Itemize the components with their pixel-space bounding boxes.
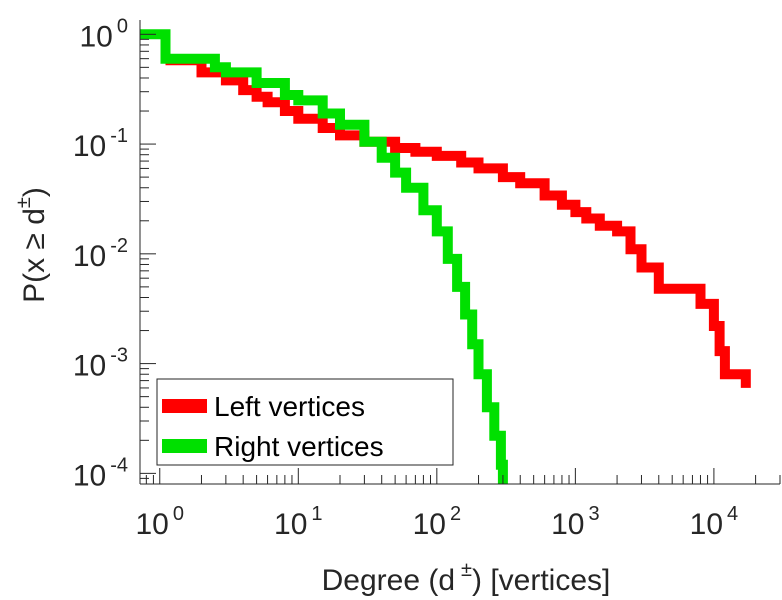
x-axis-label-superscript: ± <box>461 559 472 581</box>
y-axis-label-main: P(x ≥ d <box>18 208 51 303</box>
series-line-right-vertices <box>140 29 508 484</box>
x-tick-label-4: 10 4 <box>690 503 739 541</box>
x-tick-label-3: 10 3 <box>551 503 600 541</box>
series-layer <box>140 29 751 484</box>
y-tick-label-2: 10 -2 <box>73 235 128 273</box>
legend-label-left-vertices: Left vertices <box>214 391 365 422</box>
x-axis-label-unit: ) [vertices] <box>472 564 610 597</box>
y-tick-label-3: 10 -3 <box>73 345 128 383</box>
tick-label-layer: 10 0 10 1 10 2 10 3 10 4 10 0 10 -1 10 -2 10 -3 10 -4 <box>73 15 738 541</box>
x-tick-label-2: 10 2 <box>413 503 462 541</box>
y-tick-label-1: 10 -1 <box>73 125 128 163</box>
x-axis-label: Degree (d ±) [vertices] <box>322 559 611 597</box>
axis-layer <box>139 20 781 485</box>
y-tick-label-0: 10 0 <box>80 15 129 53</box>
legend-label-right-vertices: Right vertices <box>214 431 384 462</box>
y-axis-label-close: ) <box>18 187 51 197</box>
y-axis-label-superscript: ± <box>13 197 35 208</box>
series-line-left-vertices <box>165 55 751 388</box>
legend: Left vertices Right vertices <box>156 378 454 466</box>
y-tick-label-4: 10 -4 <box>73 454 128 492</box>
x-axis-label-main: Degree (d <box>322 564 455 597</box>
x-tick-label-1: 10 1 <box>274 503 323 541</box>
y-axis-label: P(x ≥ d±) <box>13 187 51 303</box>
x-tick-label-0: 10 0 <box>136 503 185 541</box>
